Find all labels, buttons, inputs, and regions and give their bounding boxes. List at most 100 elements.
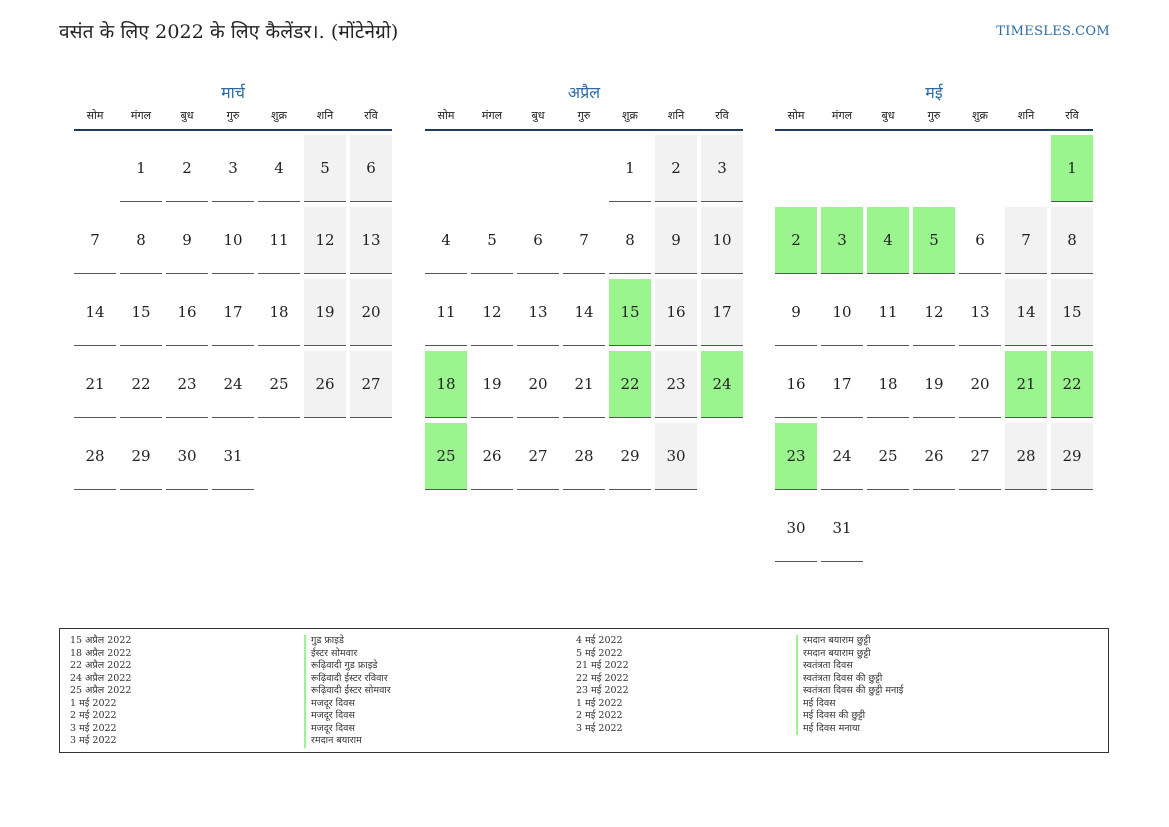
- day-cell: 6: [517, 207, 559, 274]
- day-cell: 11: [258, 207, 300, 274]
- holiday-name: स्वतंत्रता दिवस की छुट्टी मनाई: [796, 685, 903, 698]
- day-cell: 28: [563, 423, 605, 490]
- day-cell: 9: [166, 207, 208, 274]
- day-cell: 3: [212, 135, 254, 202]
- holiday-name: रमदान बयाराम छुट्टी: [796, 635, 903, 648]
- holiday-date: 3 मई 2022: [70, 735, 117, 746]
- day-cell: 25: [867, 423, 909, 490]
- holiday-name: स्वतंत्रता दिवस की छुट्टी: [796, 672, 903, 685]
- weekend-day-cell: 15: [1051, 279, 1093, 346]
- holiday-date: 3 मई 2022: [70, 722, 117, 734]
- weekday-label: रवि: [364, 109, 378, 122]
- holiday-name: मजदूर दिवस: [304, 697, 391, 710]
- holiday-date: 25 अप्रैल 2022: [70, 685, 132, 696]
- day-cell: 24: [821, 423, 863, 490]
- holiday-name: मई दिवस: [796, 697, 903, 710]
- weekend-day-cell: 2: [655, 135, 697, 202]
- holiday-day-cell: 5: [913, 207, 955, 274]
- day-cell: 11: [425, 279, 467, 346]
- holiday-name: गुड फ्राइडे: [304, 635, 391, 648]
- weekend-day-cell: 9: [655, 207, 697, 274]
- weekday-label: शनि: [1017, 109, 1035, 122]
- day-cell: 18: [258, 279, 300, 346]
- weekday-label: मंगल: [831, 109, 853, 122]
- weekday-label: गुरु: [927, 109, 941, 122]
- holiday-day-cell: 1: [1051, 135, 1093, 202]
- weekend-day-cell: 27: [350, 351, 392, 418]
- day-cell: 5: [471, 207, 513, 274]
- day-cell: 26: [913, 423, 955, 490]
- weekday-label: शुक्र: [972, 109, 988, 122]
- weekend-day-cell: 23: [655, 351, 697, 418]
- day-cell: 30: [775, 495, 817, 562]
- day-cell: 12: [471, 279, 513, 346]
- day-cell: 24: [212, 351, 254, 418]
- holiday-day-cell: 15: [609, 279, 651, 346]
- day-cell: 19: [913, 351, 955, 418]
- day-cell: 10: [821, 279, 863, 346]
- day-cell: 21: [563, 351, 605, 418]
- weekday-label: सोम: [787, 109, 805, 122]
- empty-cell: [425, 135, 467, 201]
- weekend-day-cell: 10: [701, 207, 743, 274]
- weekend-day-cell: 30: [655, 423, 697, 490]
- weekday-label: गुरु: [577, 109, 591, 122]
- weekday-header: सोम मंगल बुध गुरु शुक्र शनि रवि: [74, 108, 392, 131]
- weekend-day-cell: 19: [304, 279, 346, 346]
- day-cell: 25: [258, 351, 300, 418]
- weekday-label: शनि: [316, 109, 334, 122]
- holiday-date: 22 अप्रैल 2022: [70, 660, 132, 671]
- weekend-day-cell: 3: [701, 135, 743, 202]
- holiday-name: स्वतंत्रता दिवस: [796, 660, 903, 673]
- day-cell: 8: [609, 207, 651, 274]
- holiday-date: 24 अप्रैल 2022: [70, 672, 132, 684]
- weekday-label: बुध: [881, 109, 895, 122]
- holiday-day-cell: 22: [1051, 351, 1093, 418]
- day-cell: 20: [959, 351, 1001, 418]
- day-cell: 7: [563, 207, 605, 274]
- day-cell: 13: [517, 279, 559, 346]
- day-cell: 28: [74, 423, 116, 490]
- holiday-date: 1 मई 2022: [70, 697, 117, 709]
- day-cell: 31: [212, 423, 254, 490]
- month-name: मई: [925, 83, 943, 102]
- empty-cell: [959, 135, 1001, 201]
- weekend-day-cell: 17: [701, 279, 743, 346]
- site-link[interactable]: TIMESLES.COM: [996, 24, 1110, 39]
- weekend-day-cell: 7: [1005, 207, 1047, 274]
- empty-cell: [867, 135, 909, 201]
- weekend-day-cell: 26: [304, 351, 346, 418]
- empty-cell: [74, 135, 116, 201]
- holiday-date: 23 मई 2022: [576, 685, 629, 696]
- weekday-header: सोम मंगल बुध गुरु शुक्र शनि रवि: [775, 108, 1093, 131]
- day-cell: 29: [120, 423, 162, 490]
- holiday-dates-left: 15 अप्रैल 2022 18 अप्रैल 2022 22 अप्रैल 20…: [70, 635, 131, 748]
- day-cell: 15: [120, 279, 162, 346]
- holiday-names-left: गुड फ्राइडे ईस्टर सोमवार रूढ़िवादी गुड फ्र…: [304, 635, 391, 748]
- weekday-label: शनि: [667, 109, 685, 122]
- day-grid: 1 2 3 4 5 6 7 8 9 10 11 12 13 14 15 16 17 18 19 20 21 22 23 24 2…: [425, 135, 743, 490]
- day-cell: 20: [517, 351, 559, 418]
- day-cell: 14: [74, 279, 116, 346]
- day-cell: 19: [471, 351, 513, 418]
- holiday-day-cell: 18: [425, 351, 467, 418]
- weekday-label: बुध: [180, 109, 194, 122]
- holiday-name: ईस्टर सोमवार: [304, 647, 391, 660]
- day-cell: 10: [212, 207, 254, 274]
- day-cell: 12: [913, 279, 955, 346]
- weekend-day-cell: 28: [1005, 423, 1047, 490]
- weekend-day-cell: 29: [1051, 423, 1093, 490]
- day-cell: 29: [609, 423, 651, 490]
- day-cell: 26: [471, 423, 513, 490]
- day-grid: 1 2 3 4 5 6 7 8 9 10 11 12 13 14 15 16 17 18 19 20 21 22 23 24 2…: [74, 135, 392, 490]
- holiday-date: 2 मई 2022: [70, 710, 117, 721]
- day-cell: 1: [609, 135, 651, 202]
- day-cell: 16: [166, 279, 208, 346]
- day-cell: 22: [120, 351, 162, 418]
- day-cell: 17: [212, 279, 254, 346]
- holiday-date: 3 मई 2022: [576, 722, 623, 734]
- holiday-day-cell: 2: [775, 207, 817, 274]
- day-cell: 9: [775, 279, 817, 346]
- day-cell: 17: [821, 351, 863, 418]
